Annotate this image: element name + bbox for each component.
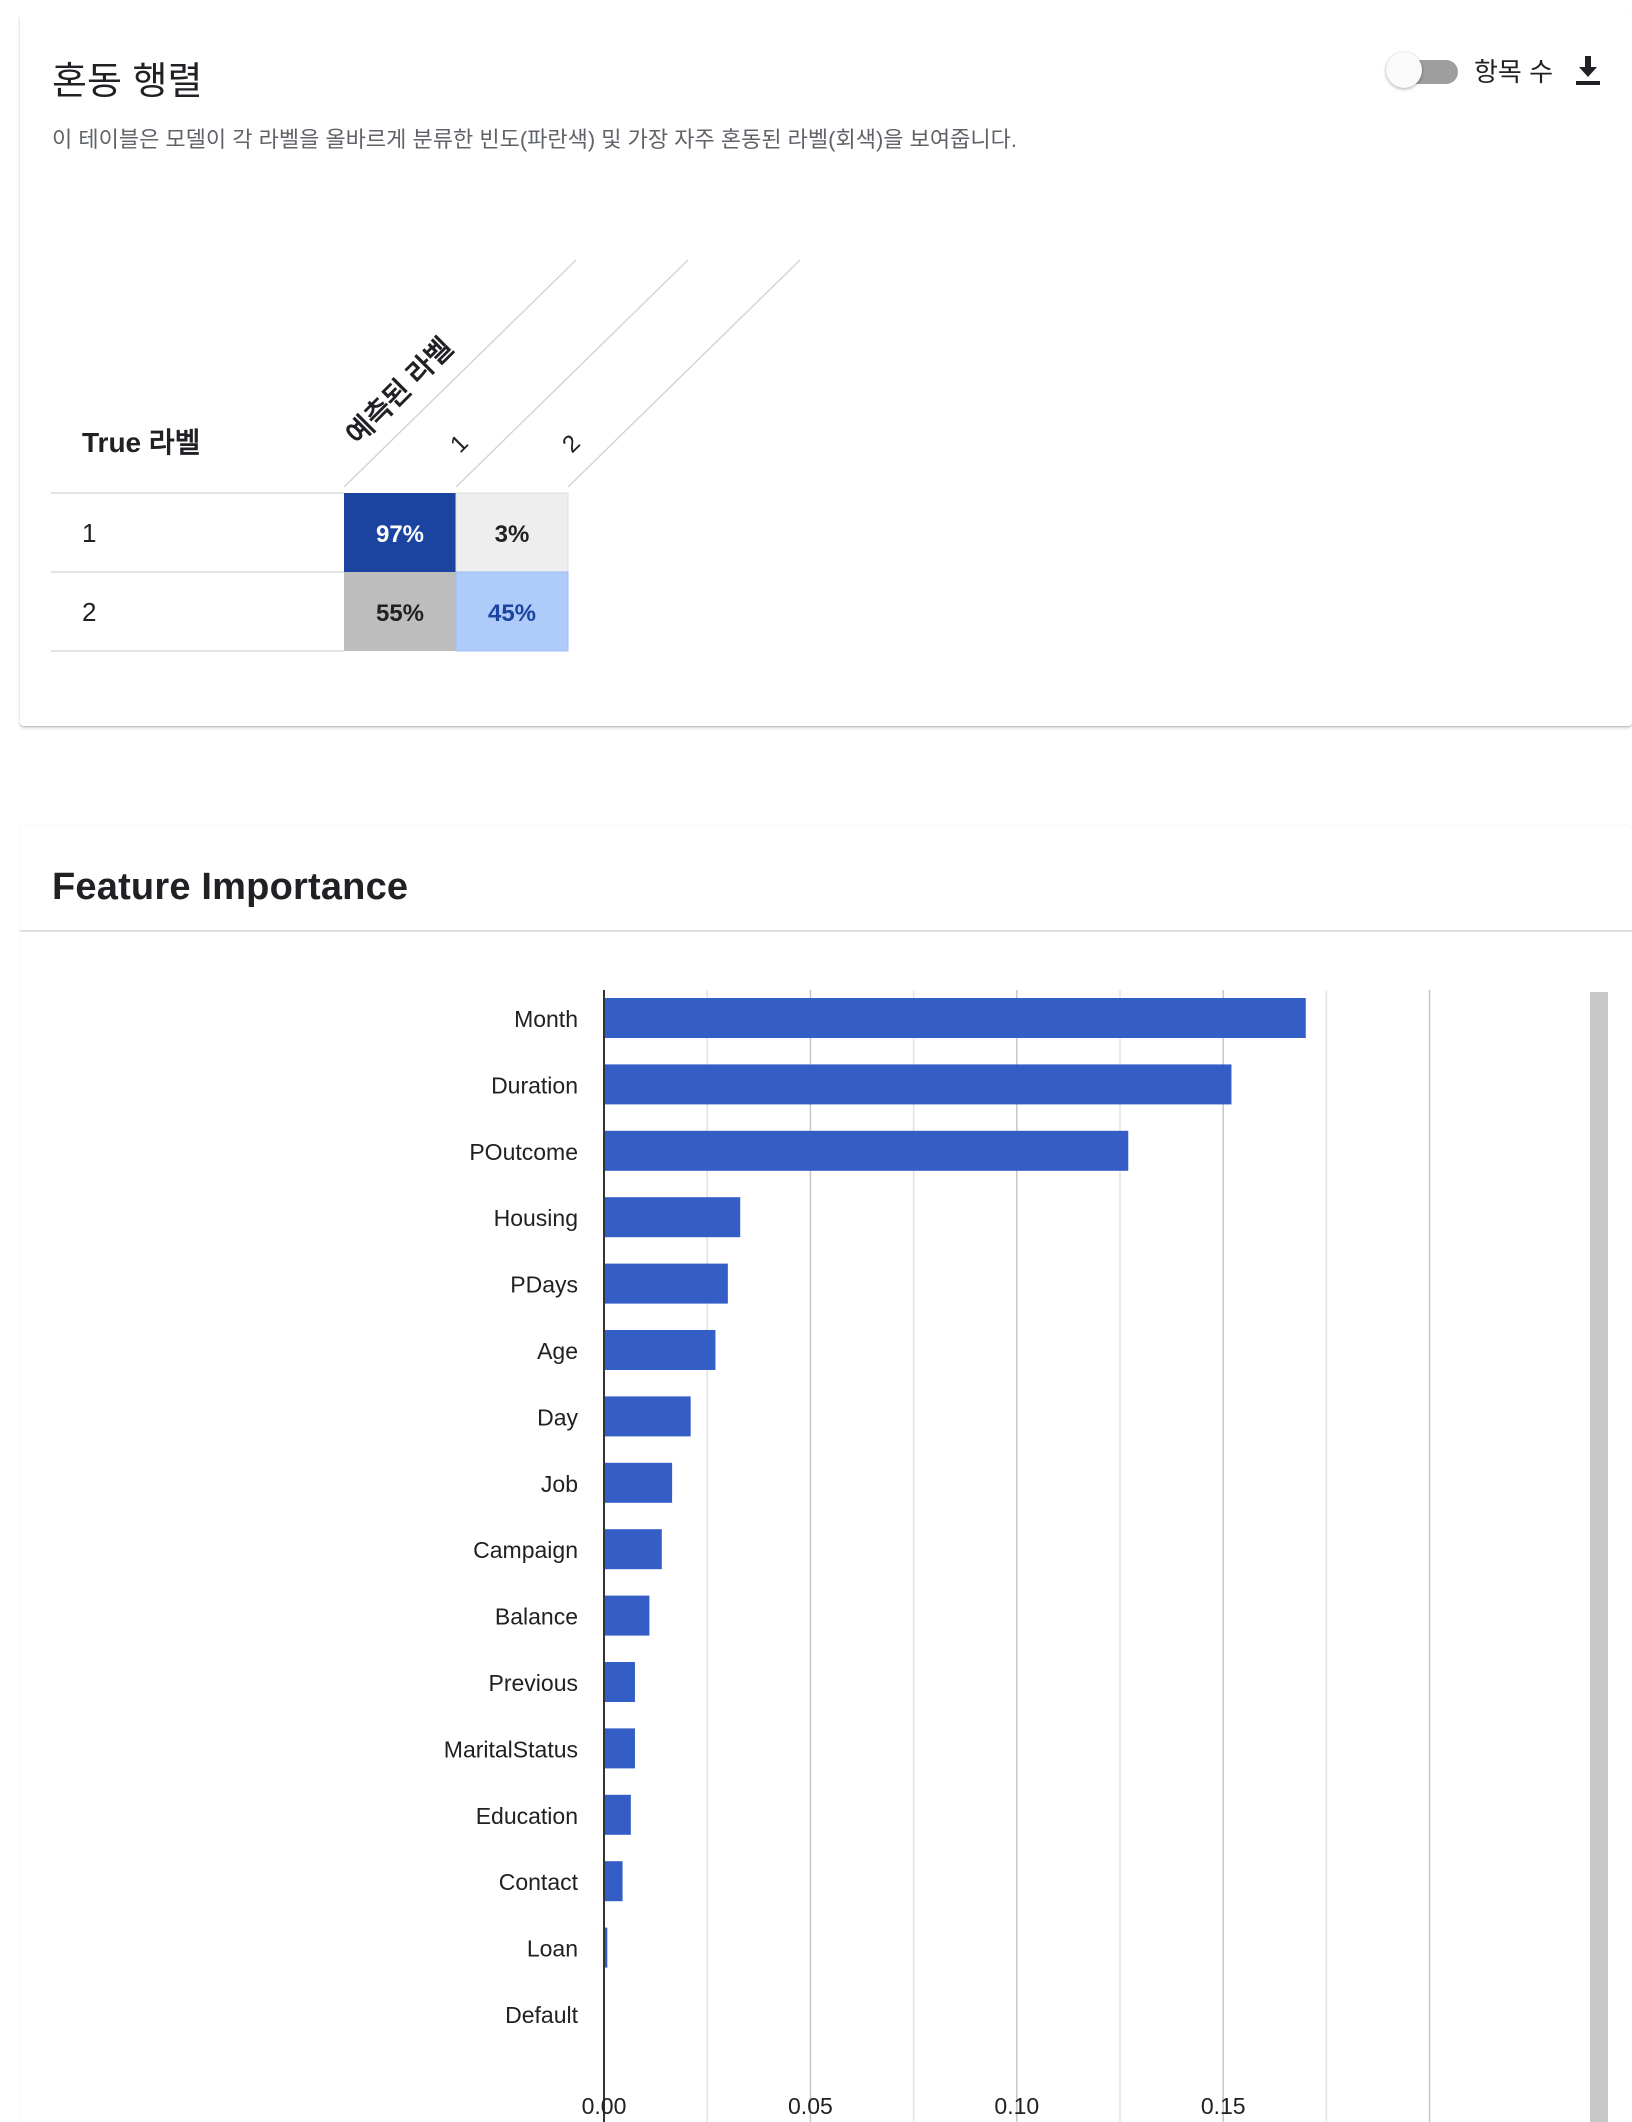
- toggle-thumb: [1386, 52, 1422, 88]
- true-label-1: 1: [82, 518, 96, 548]
- category-label: Campaign: [473, 1537, 578, 1563]
- x-tick-label: 0.10: [994, 2093, 1039, 2119]
- bar-month[interactable]: [604, 998, 1306, 1038]
- cell-2-1-value: 55%: [376, 600, 424, 627]
- confusion-matrix-title: 혼동 행렬: [52, 61, 203, 103]
- count-toggle[interactable]: [1386, 50, 1462, 88]
- cell-1-2-value: 3%: [495, 521, 530, 548]
- x-tick-label: 0.05: [788, 2093, 833, 2119]
- bar-campaign[interactable]: [604, 1529, 662, 1570]
- category-label: Default: [505, 2002, 578, 2028]
- count-toggle-label: 항목 수: [1474, 57, 1553, 87]
- category-label: Previous: [489, 1670, 578, 1696]
- bar-housing[interactable]: [604, 1197, 741, 1238]
- bar-maritalstatus[interactable]: [604, 1728, 635, 1769]
- cell-1-1-value: 97%: [376, 521, 424, 548]
- download-icon[interactable]: [1570, 52, 1606, 88]
- confusion-matrix-card: 혼동 행렬 이 테이블은 모델이 각 라벨을 올바르게 분류한 빈도(파란색) …: [20, 14, 1632, 726]
- header-diagonal-line: [455, 259, 689, 488]
- confusion-matrix-description: 이 테이블은 모델이 각 라벨을 올바르게 분류한 빈도(파란색) 및 가장 자…: [52, 127, 1017, 152]
- bar-poutcome[interactable]: [604, 1130, 1129, 1171]
- category-label: Month: [514, 1006, 578, 1032]
- bar-day[interactable]: [604, 1396, 691, 1437]
- category-label: Duration: [491, 1072, 578, 1098]
- chart-scrollbar[interactable]: [1590, 992, 1608, 2122]
- cell-2-2: [455, 571, 569, 652]
- bar-pdays[interactable]: [604, 1263, 728, 1304]
- cell-2-1: [344, 572, 456, 651]
- cell-1-2: [455, 492, 569, 573]
- confusion-matrix-table: True 라벨 예측된 라벨 1 2 1 2 97% 3% 55% 45%: [51, 259, 801, 652]
- category-label: Loan: [527, 1936, 578, 1962]
- true-label-header: True 라벨: [82, 427, 200, 458]
- x-tick-label: 0.00: [582, 2093, 627, 2119]
- category-label: MaritalStatus: [444, 1736, 578, 1762]
- bar-balance[interactable]: [604, 1595, 650, 1636]
- bar-duration[interactable]: [604, 1064, 1232, 1105]
- true-label-2: 2: [82, 597, 96, 627]
- category-label: Age: [537, 1338, 578, 1364]
- x-tick-label: 0.15: [1201, 2093, 1246, 2119]
- category-label: Housing: [494, 1205, 578, 1231]
- feature-importance-title: Feature Importance: [52, 866, 409, 908]
- feature-importance-card: Feature Importance Month Duration POutcome…: [20, 826, 1632, 2122]
- category-label: Balance: [495, 1604, 578, 1630]
- category-label: Education: [476, 1803, 578, 1829]
- category-label: PDays: [510, 1272, 578, 1298]
- bar-age[interactable]: [604, 1330, 716, 1370]
- cell-1-1: [344, 493, 456, 572]
- bar-previous[interactable]: [604, 1662, 635, 1702]
- bar-education[interactable]: [604, 1794, 631, 1835]
- category-label: Day: [537, 1404, 578, 1430]
- bar-contact[interactable]: [604, 1861, 623, 1902]
- predicted-label-2: 2: [557, 430, 586, 459]
- bar-job[interactable]: [604, 1462, 673, 1503]
- header-diagonal-line: [567, 259, 801, 488]
- category-label: POutcome: [469, 1139, 578, 1165]
- predicted-label-1: 1: [445, 430, 474, 459]
- category-label: Job: [541, 1471, 578, 1497]
- title-divider: [20, 930, 1632, 932]
- cell-2-2-value: 45%: [488, 600, 536, 627]
- category-label: Contact: [499, 1869, 579, 1895]
- bar-loan[interactable]: [604, 1927, 608, 1968]
- feature-importance-chart: Month Duration POutcome Housing PDays Age Day J…: [444, 990, 1431, 2122]
- header-diagonal-line: [343, 259, 577, 488]
